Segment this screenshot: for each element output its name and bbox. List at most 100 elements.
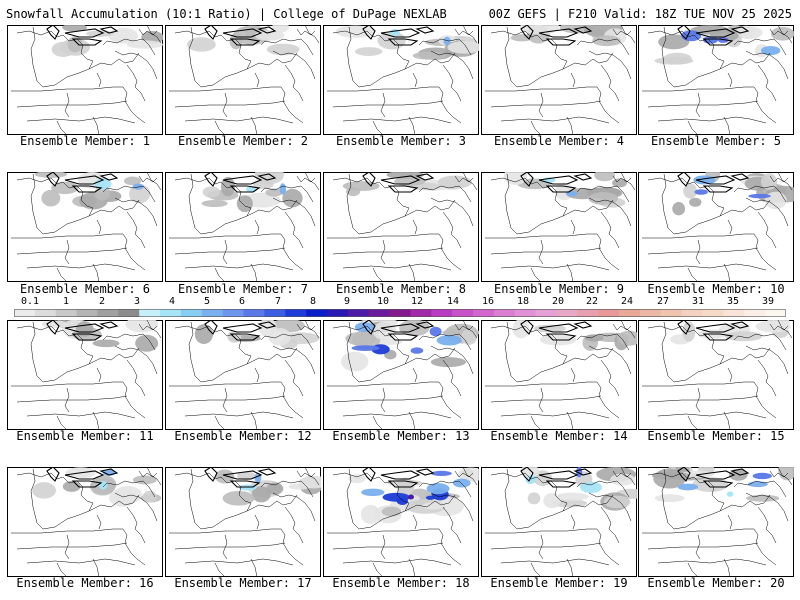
state-boundaries <box>11 467 162 577</box>
member-map-6 <box>7 172 163 282</box>
member-map-8 <box>323 172 479 282</box>
member-map-20 <box>638 467 794 577</box>
great-lakes <box>362 467 435 488</box>
member-map-16 <box>7 467 163 577</box>
great-lakes <box>204 25 277 46</box>
scale-tick-label: 1 <box>62 296 70 307</box>
color-swatch <box>535 309 557 317</box>
map-panel <box>638 25 794 135</box>
map-panel <box>165 172 321 282</box>
map-panel <box>481 25 637 135</box>
great-lakes <box>204 172 277 193</box>
member-caption: Ensemble Member: 17 <box>174 576 312 590</box>
member-caption: Ensemble Member: 1 <box>19 134 151 148</box>
member-caption: Ensemble Member: 4 <box>493 134 625 148</box>
scale-tick-label: 39 <box>761 296 775 307</box>
state-boundaries <box>642 320 793 430</box>
color-swatch <box>702 309 724 317</box>
map-panel <box>7 25 163 135</box>
color-swatch <box>723 309 745 317</box>
great-lakes <box>520 172 593 193</box>
map-panel <box>638 172 794 282</box>
color-swatch <box>556 309 578 317</box>
snowfall-shading <box>670 320 791 345</box>
member-caption: Ensemble Member: 3 <box>335 134 467 148</box>
member-map-11 <box>7 320 163 430</box>
member-map-14 <box>481 320 637 430</box>
map-panel <box>638 320 794 430</box>
member-map-10 <box>638 172 794 282</box>
map-title: Snowfall Accumulation (10:1 Ratio) | Col… <box>6 7 447 21</box>
color-swatch <box>744 309 766 317</box>
member-map-7 <box>165 172 321 282</box>
member-map-13 <box>323 320 479 430</box>
map-panel <box>7 320 163 430</box>
member-caption: Ensemble Member: 20 <box>647 576 785 590</box>
color-swatch <box>368 309 390 317</box>
member-caption: Ensemble Member: 11 <box>16 429 154 443</box>
state-boundaries <box>169 25 320 135</box>
color-swatch <box>76 309 98 317</box>
member-map-12 <box>165 320 321 430</box>
scale-tick-label: 10 <box>376 296 390 307</box>
color-swatch <box>264 309 286 317</box>
member-caption: Ensemble Member: 19 <box>490 576 628 590</box>
member-map-17 <box>165 467 321 577</box>
scale-tick-label: 6 <box>238 296 246 307</box>
map-panel <box>481 467 637 577</box>
map-panel <box>323 467 479 577</box>
scale-tick-label: 3 <box>133 296 141 307</box>
member-caption: Ensemble Member: 8 <box>335 282 467 296</box>
color-swatch <box>347 309 370 317</box>
member-caption: Ensemble Member: 14 <box>490 429 628 443</box>
scale-tick-label: 0.1 <box>20 296 40 307</box>
member-caption: Ensemble Member: 15 <box>647 429 785 443</box>
map-panel <box>323 320 479 430</box>
state-boundaries <box>327 320 478 430</box>
snowfall-shading <box>201 172 303 213</box>
model-run-info: 00Z GEFS | F210 Valid: 18Z TUE NOV 25 20… <box>488 7 792 21</box>
member-caption: Ensemble Member: 18 <box>332 576 470 590</box>
state-boundaries <box>642 25 793 135</box>
color-swatch <box>14 309 36 317</box>
great-lakes <box>362 25 435 46</box>
snowfall-shading <box>520 467 637 511</box>
great-lakes <box>204 320 277 341</box>
member-caption: Ensemble Member: 16 <box>16 576 154 590</box>
great-lakes <box>677 320 750 341</box>
color-swatch <box>201 309 223 317</box>
member-map-15 <box>638 320 794 430</box>
scale-tick-label: 16 <box>481 296 495 307</box>
map-panel <box>481 320 637 430</box>
snowfall-shading <box>348 467 479 524</box>
great-lakes <box>677 467 750 488</box>
snowfall-shading <box>512 320 637 351</box>
member-map-3 <box>323 25 479 135</box>
color-swatch <box>473 309 495 317</box>
color-swatch <box>639 309 662 317</box>
state-boundaries <box>327 467 478 577</box>
state-boundaries <box>11 320 162 430</box>
member-map-2 <box>165 25 321 135</box>
map-panel <box>7 172 163 282</box>
member-map-4 <box>481 25 637 135</box>
map-panel <box>323 172 479 282</box>
great-lakes <box>520 320 593 341</box>
scale-tick-label: 27 <box>656 296 670 307</box>
member-caption: Ensemble Member: 5 <box>650 134 782 148</box>
state-boundaries <box>485 25 636 135</box>
color-swatch <box>306 309 328 317</box>
color-swatch <box>55 309 77 317</box>
map-panel <box>481 172 637 282</box>
color-swatch <box>619 309 641 317</box>
scale-tick-label: 20 <box>551 296 565 307</box>
state-boundaries <box>169 467 320 577</box>
scale-tick-label: 8 <box>309 296 317 307</box>
snowfall-shading <box>335 25 479 60</box>
member-caption: Ensemble Member: 9 <box>493 282 625 296</box>
color-swatch <box>431 309 453 317</box>
color-swatch <box>139 309 161 317</box>
scale-tick-label: 24 <box>620 296 634 307</box>
member-map-1 <box>7 25 163 135</box>
scale-tick-label: 2 <box>98 296 106 307</box>
